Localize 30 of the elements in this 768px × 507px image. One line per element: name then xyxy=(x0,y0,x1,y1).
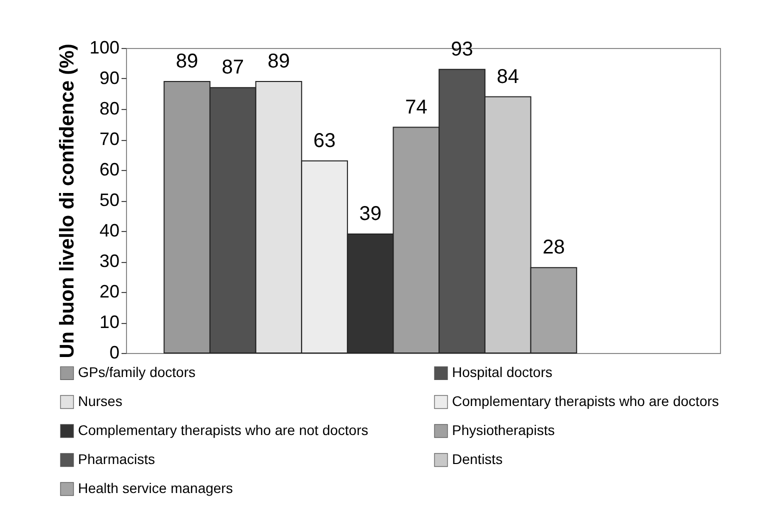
data-label: 89 xyxy=(176,50,198,73)
y-tick-label: 50 xyxy=(99,190,120,210)
y-tick-label: 70 xyxy=(99,129,120,149)
data-label: 87 xyxy=(222,56,244,79)
y-tick-label: 90 xyxy=(99,68,120,88)
data-label: 74 xyxy=(405,96,428,118)
data-label: 28 xyxy=(542,236,565,259)
y-tick-label: 20 xyxy=(99,282,120,302)
y-tick-label: 80 xyxy=(99,98,120,118)
legend-label: Complementary therapists who are not doctors xyxy=(78,422,368,438)
y-tick-label: 10 xyxy=(99,312,120,332)
legend-label: Hospital doctors xyxy=(452,364,552,380)
data-label: 93 xyxy=(450,38,474,60)
y-axis-title: Un buon livello di confidence (%) xyxy=(56,44,78,358)
data-label: 89 xyxy=(268,50,290,73)
y-tick-label: 100 xyxy=(89,38,120,58)
data-label: 63 xyxy=(313,130,336,152)
y-tick-label: 60 xyxy=(99,160,120,180)
legend-label: Pharmacists xyxy=(78,451,156,467)
y-tick-label: 0 xyxy=(109,342,120,362)
data-label: 39 xyxy=(359,203,382,226)
legend-label: Nurses xyxy=(78,393,122,409)
y-tick-label: 30 xyxy=(99,251,120,271)
legend-label: Physiotherapists xyxy=(452,422,555,438)
data-label: 84 xyxy=(496,66,519,88)
legend-label: GPs/family doctors xyxy=(78,364,196,380)
legend-label: Complementary therapists who are doctors xyxy=(452,393,719,409)
legend-label: Dentists xyxy=(452,451,503,467)
legend-label: Health service managers xyxy=(78,480,233,496)
y-tick-label: 40 xyxy=(99,220,120,240)
